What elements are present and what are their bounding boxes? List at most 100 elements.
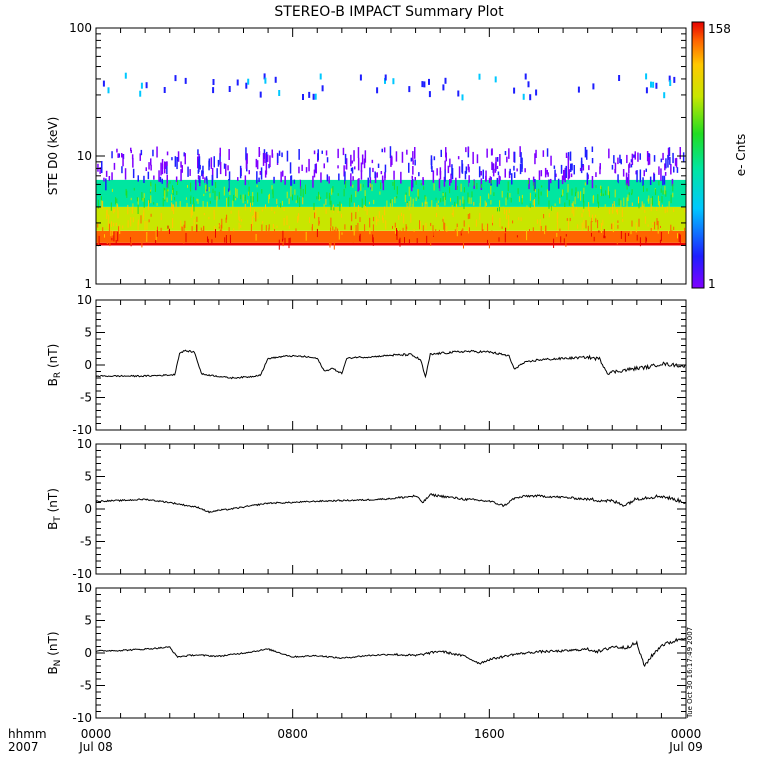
spectrogram-speckle — [211, 208, 213, 217]
spectrogram-speckle — [405, 180, 407, 187]
spectrogram-speckle — [545, 225, 547, 234]
spectrogram-fringe-mark — [625, 172, 628, 186]
spectrogram-speckle — [646, 188, 648, 192]
spectrogram-speckle — [116, 198, 118, 203]
spectrogram-fringe-mark — [673, 166, 675, 173]
spectrogram-speckle — [602, 219, 604, 226]
spectrogram-speckle — [195, 239, 197, 244]
spectrogram-speckle — [543, 211, 545, 214]
spectrogram-fringe-mark — [422, 177, 424, 185]
spectrogram-speckle — [603, 235, 605, 239]
spectrogram-speckle — [218, 191, 220, 200]
spectrogram-speckle — [136, 197, 138, 202]
spectrogram-speckle — [592, 214, 593, 221]
spectrogram-fringe-mark — [248, 170, 250, 175]
spectrogram-speckle — [664, 185, 666, 195]
spectrogram-sparse-mark — [314, 93, 317, 100]
spectrogram-speckle — [139, 232, 141, 240]
spectrogram-speckle — [261, 224, 263, 232]
spectrogram-sparse-mark — [259, 91, 262, 98]
spectrogram-speckle — [459, 199, 461, 206]
spectrogram-speckle — [282, 230, 284, 241]
spectrogram-fringe-mark — [357, 147, 360, 158]
spectrogram-speckle — [255, 211, 257, 222]
spectrogram-fringe-mark — [443, 176, 446, 187]
spectrogram-speckle — [533, 190, 535, 196]
spectrogram-speckle — [620, 231, 622, 239]
spectrogram-fringe-mark — [325, 150, 328, 156]
spectrogram-speckle — [352, 184, 354, 188]
spectrogram-speckle — [272, 190, 274, 199]
spectrogram-speckle — [549, 215, 551, 221]
spectrogram-fringe-mark — [277, 153, 279, 163]
spectrogram-speckle — [551, 206, 553, 215]
spectrogram-speckle — [463, 220, 465, 227]
spectrogram-fringe-mark — [153, 175, 155, 180]
spectrogram-speckle — [337, 193, 339, 196]
spectrogram-speckle — [507, 192, 509, 200]
spectrogram-speckle — [280, 208, 282, 214]
spectrogram-fringe-mark — [516, 168, 518, 172]
spectrogram-speckle — [490, 200, 492, 205]
spectrogram-speckle — [601, 223, 602, 233]
spectrogram-fringe-mark — [337, 165, 339, 169]
spectrogram-fringe-mark — [202, 165, 204, 174]
spectrogram-fringe-mark — [414, 177, 416, 181]
spectrogram-speckle — [583, 187, 585, 195]
spectrogram-fringe-mark — [284, 175, 286, 185]
spectrogram-speckle — [341, 203, 342, 213]
spectrogram-speckle — [630, 230, 632, 235]
spectrogram-speckle — [495, 209, 497, 217]
spectrogram-speckle — [176, 191, 178, 195]
spectrogram-fringe-mark — [111, 151, 113, 159]
spectrogram-fringe-mark — [467, 164, 470, 171]
spectrogram-speckle — [656, 218, 658, 226]
spectrogram-speckle — [350, 225, 352, 231]
spectrogram-fringe-mark — [667, 154, 669, 168]
spectrogram-fringe-mark — [450, 173, 452, 183]
spectrogram-speckle — [365, 196, 366, 206]
spectrogram-speckle — [566, 218, 568, 221]
spectrogram-speckle — [426, 235, 428, 243]
spectrogram-fringe-mark — [161, 163, 164, 175]
spectrogram-speckle — [167, 189, 169, 192]
spectrogram-fringe-mark — [101, 161, 103, 174]
spectrogram-speckle — [390, 233, 392, 237]
spectrogram-speckle — [672, 216, 673, 220]
spectrogram-sparse-mark — [302, 94, 304, 100]
spectrogram-speckle — [364, 224, 366, 234]
spectrogram-fringe-mark — [219, 147, 221, 157]
spectrogram-speckle — [353, 227, 355, 236]
panel-bn: -10 -5 0 5 10 BN (nT) — [46, 581, 687, 725]
spectrogram-speckle — [286, 233, 288, 242]
spectrogram-speckle — [294, 189, 296, 195]
spectrogram-fringe-mark — [660, 158, 663, 163]
spectrogram-fringe-mark — [491, 161, 493, 170]
spectrogram-speckle — [468, 182, 470, 192]
spectrogram-speckle — [193, 196, 195, 204]
spectrogram-speckle — [97, 223, 99, 228]
spectrogram-speckle — [375, 215, 377, 226]
spectrogram-speckle — [221, 230, 223, 234]
spectrogram-speckle — [209, 193, 211, 198]
spectrogram-speckle — [180, 220, 182, 228]
spectrogram-speckle — [571, 203, 573, 207]
spectrogram-fringe-mark — [542, 150, 545, 157]
spectrogram-speckle — [209, 200, 211, 204]
spectrogram-fringe-mark — [635, 170, 637, 175]
spectrogram-fringe-mark — [465, 147, 467, 153]
spectrogram-speckle — [552, 211, 554, 215]
spectrogram-speckle — [626, 183, 628, 190]
spectrogram-speckle — [364, 190, 366, 196]
spectrogram-speckle — [656, 206, 658, 211]
spectrogram-speckle — [250, 202, 251, 212]
spectrogram-speckle — [186, 202, 188, 209]
spectrogram-speckle — [254, 209, 255, 218]
spectrogram-fringe-mark — [268, 164, 270, 169]
spectrogram-speckle — [155, 240, 157, 245]
spectrogram-speckle — [332, 226, 334, 231]
spectrogram-speckle — [520, 236, 522, 242]
spectrogram-speckle — [129, 188, 131, 193]
spectrogram-speckle — [553, 238, 555, 248]
spectrogram-fringe-mark — [586, 172, 589, 185]
